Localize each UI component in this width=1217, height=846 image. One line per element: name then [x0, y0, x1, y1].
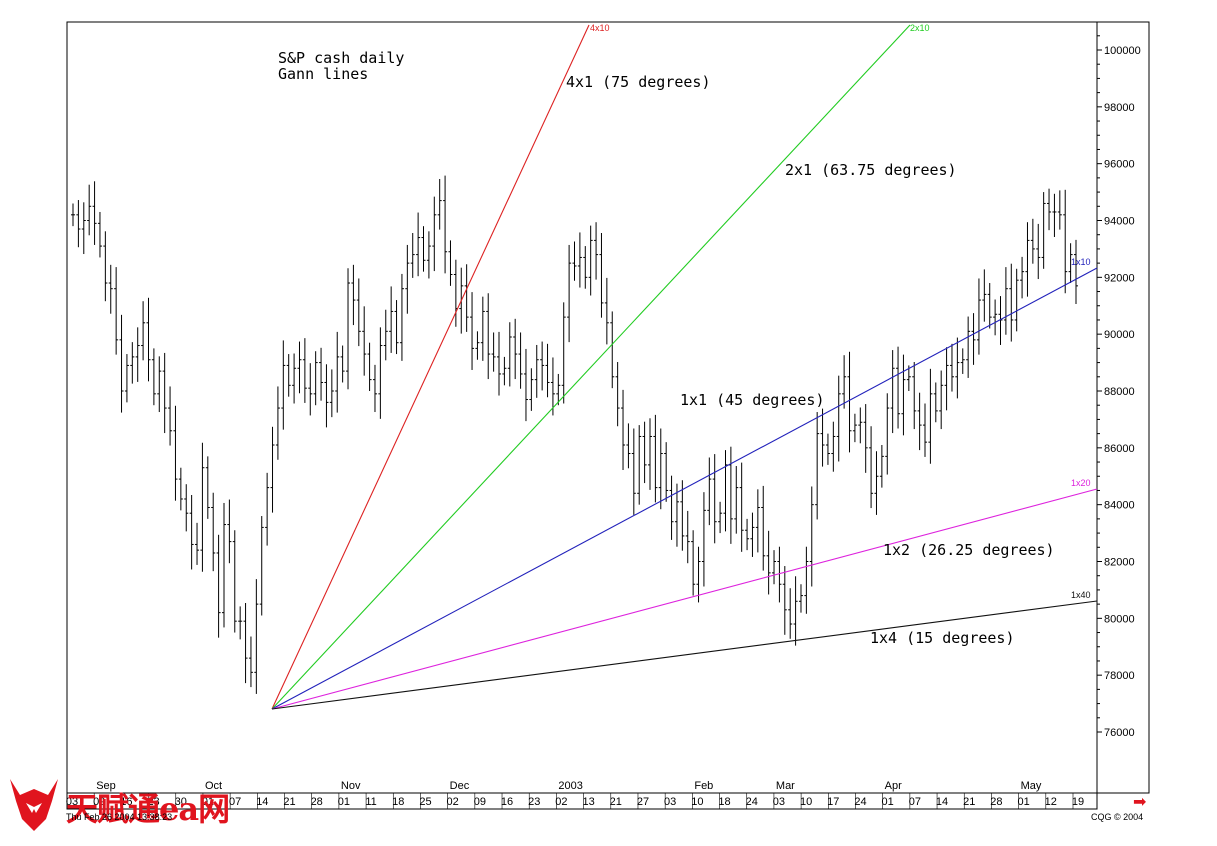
date-tick-label: 24 — [854, 796, 866, 808]
price-tick-label: 76000 — [1104, 727, 1135, 739]
gann-line — [271, 24, 590, 710]
date-tick-label: 03 — [773, 796, 785, 808]
gann-line-annotation: 4x1 (75 degrees) — [566, 73, 711, 91]
chart-title: S&P cash daily — [278, 49, 404, 67]
date-tick-label: 21 — [283, 796, 295, 808]
date-tick-label: 21 — [610, 796, 622, 808]
scroll-right-arrow-icon[interactable]: ➡ — [1133, 792, 1147, 811]
date-tick-label: 01 — [338, 796, 350, 808]
date-tick-label: 01 — [1017, 796, 1029, 808]
date-tick-label: 21 — [963, 796, 975, 808]
price-tick-label: 92000 — [1104, 272, 1135, 284]
date-tick-label: 14 — [936, 796, 948, 808]
gann-line — [271, 267, 1098, 710]
gann-line-annotation: 1x4 (15 degrees) — [870, 629, 1015, 647]
date-tick-label: 18 — [392, 796, 404, 808]
date-tick-label: 13 — [582, 796, 594, 808]
watermark-text: 天赋通ea网 — [66, 790, 230, 828]
date-tick-label: 02 — [447, 796, 459, 808]
price-tick-label: 78000 — [1104, 670, 1135, 682]
date-tick-label: 23 — [147, 796, 159, 808]
price-tick-label: 86000 — [1104, 443, 1135, 455]
date-tick-label: 28 — [990, 796, 1002, 808]
date-tick-label: 14 — [256, 796, 268, 808]
gann-line-code: 1x10 — [1071, 257, 1091, 267]
price-tick-label: 100000 — [1104, 45, 1141, 57]
footer-timestamp: Thu Feb 26 2004 13:38:23 — [66, 812, 173, 822]
date-tick-label: 10 — [691, 796, 703, 808]
date-tick-label: 10 — [800, 796, 812, 808]
month-label: Mar — [776, 780, 795, 792]
price-axis: 76000 78000 80000 82000 84000 86000 88000 90000… — [1097, 35, 1141, 739]
date-tick-label: 30 — [175, 796, 187, 808]
date-tick-label: 07 — [909, 796, 921, 808]
date-tick-label: 12 — [1045, 796, 1057, 808]
date-tick-label: 03 — [66, 796, 78, 808]
date-tick-label: 07 — [229, 796, 241, 808]
month-label: Nov — [341, 780, 361, 792]
price-tick-label: 94000 — [1104, 216, 1135, 228]
month-label: 2003 — [558, 780, 582, 792]
gann-line — [271, 600, 1098, 710]
date-tick-label: 03 — [664, 796, 676, 808]
date-tick-label: 18 — [718, 796, 730, 808]
price-tick-label: 84000 — [1104, 500, 1135, 512]
date-tick-label: 25 — [419, 796, 431, 808]
gann-line-annotation: 1x2 (26.25 degrees) — [883, 541, 1055, 559]
gann-line-code: 4x10 — [590, 23, 610, 33]
month-label: Oct — [205, 780, 222, 792]
bull-logo-icon — [10, 779, 58, 831]
date-tick-label: 02 — [555, 796, 567, 808]
watermark-logo — [6, 775, 246, 835]
date-tick-label: 27 — [637, 796, 649, 808]
date-tick-label: 09 — [93, 796, 105, 808]
gann-lines: 4x10 4x1 (75 degrees) 2x10 2x1 (63.75 degre… — [271, 23, 1098, 710]
month-label: Dec — [450, 780, 470, 792]
price-bars — [71, 175, 1078, 694]
date-tick-label: 19 — [1072, 796, 1084, 808]
date-tick-label: 16 — [501, 796, 513, 808]
price-tick-label: 88000 — [1104, 386, 1135, 398]
date-tick-label: 16 — [120, 796, 132, 808]
price-tick-label: 80000 — [1104, 613, 1135, 625]
month-label: May — [1021, 780, 1042, 792]
price-tick-label: 96000 — [1104, 159, 1135, 171]
price-tick-label: 82000 — [1104, 557, 1135, 569]
date-tick-label: 23 — [528, 796, 540, 808]
gann-line-code: 1x20 — [1071, 478, 1091, 488]
date-tick-label: 01 — [882, 796, 894, 808]
month-label: Sep — [96, 780, 116, 792]
date-axis: 03 09 16 23 30 01 07 14 21 28 01 11 18 25 02 09 16 23 02 13… — [66, 780, 1084, 809]
price-tick-label: 98000 — [1104, 102, 1135, 114]
chart-subtitle: Gann lines — [278, 65, 368, 83]
gann-line — [271, 488, 1098, 710]
month-label: Feb — [694, 780, 713, 792]
footer-copyright: CQG © 2004 — [1091, 812, 1144, 822]
date-tick-label: 28 — [311, 796, 323, 808]
price-tick-label: 90000 — [1104, 329, 1135, 341]
month-label: Apr — [885, 780, 902, 792]
date-tick-label: 17 — [827, 796, 839, 808]
gann-line-annotation: 1x1 (45 degrees) — [680, 391, 825, 409]
plot-frame — [66, 21, 1098, 794]
date-tick-label: 11 — [365, 796, 376, 808]
gann-line-code: 1x40 — [1071, 590, 1091, 600]
gann-line-code: 2x10 — [910, 23, 930, 33]
price-axis-frame — [1096, 21, 1150, 794]
gann-line — [271, 24, 911, 710]
date-tick-label: 09 — [474, 796, 486, 808]
gann-line-annotation: 2x1 (63.75 degrees) — [785, 161, 957, 179]
date-tick-label: 01 — [202, 796, 214, 808]
date-tick-label: 24 — [746, 796, 758, 808]
